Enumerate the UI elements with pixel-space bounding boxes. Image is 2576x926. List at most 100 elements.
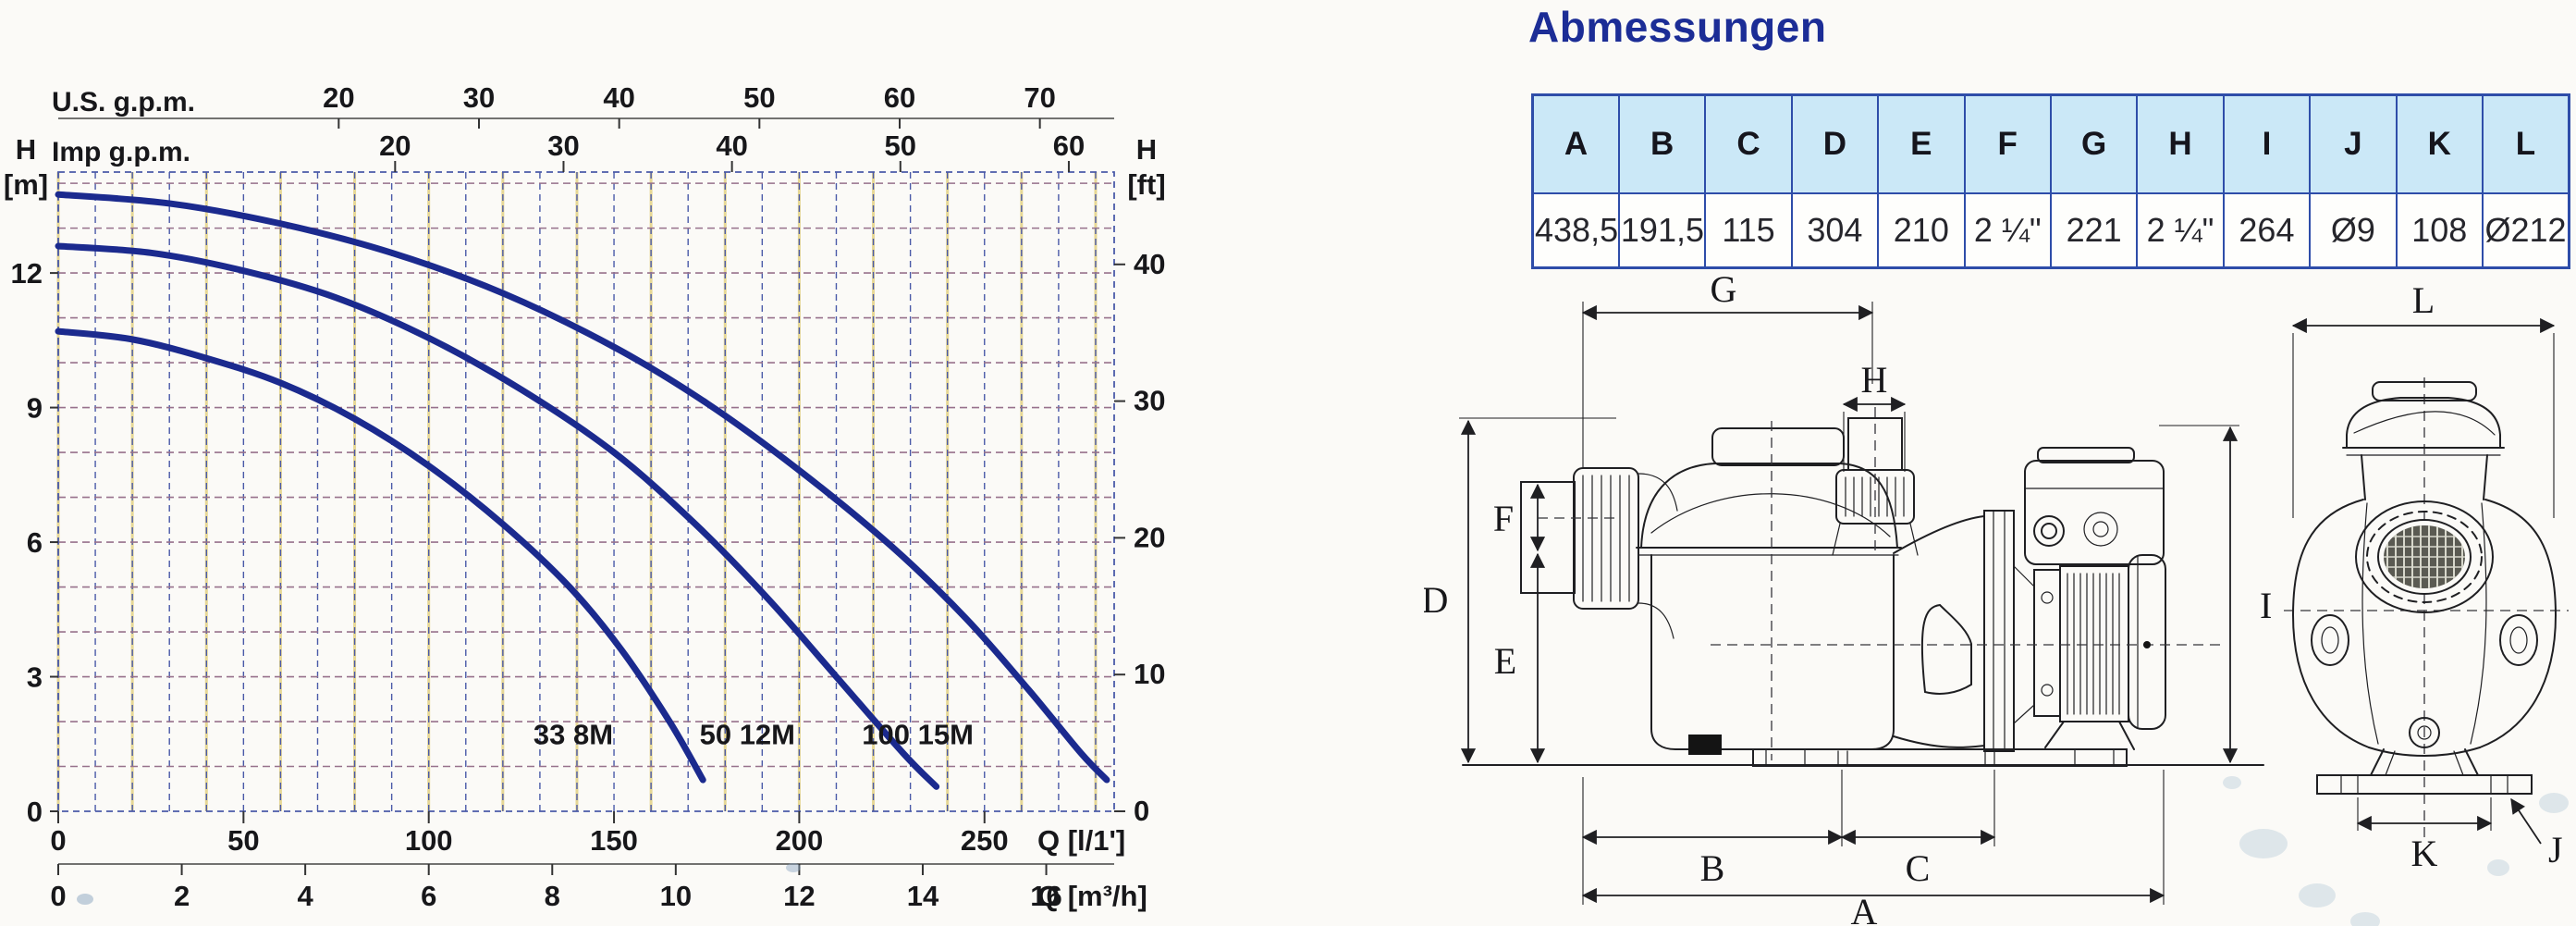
pump-curve-100-15m [55, 191, 1110, 784]
dim-column-header: K [2395, 93, 2484, 194]
base-plate [1752, 721, 2135, 767]
plot-border [57, 171, 1115, 812]
imp-gpm-tick-label: 60 [1053, 130, 1085, 162]
dim-label-h: H [1861, 359, 1888, 401]
dim-column-header: D [1790, 93, 1880, 194]
section-title: Abmessungen [1528, 3, 1827, 51]
dim-value-cell: 115 [1704, 192, 1793, 269]
side-view-drawing: D F E G H I B C A [1424, 268, 2272, 926]
q-lmin-tick-label: 100 [405, 824, 453, 857]
dim-column-header: I [2222, 93, 2312, 194]
h-ft-tick-label: 10 [1134, 658, 1165, 690]
dim-column-header: J [2309, 93, 2398, 194]
pump-dimension-drawings: D F E G H I B C A [1424, 268, 2569, 926]
h-ft-tick-label: 40 [1134, 248, 1165, 280]
h-m-tick-label: 3 [27, 661, 43, 694]
curve-label: 33 8M [534, 718, 613, 750]
dimensions-table-value-row: 438,5 191,5 115 304 210 2 ¼" 221 2 ¼" 264 Ø9 108 Ø2… [1531, 192, 2570, 269]
h-ft-tick-label: 30 [1134, 385, 1165, 417]
imp-gpm-tick-label: 50 [885, 130, 916, 162]
q-lmin-axis-title: Q [l/1'] [1037, 824, 1125, 857]
discharge-union [1832, 407, 1919, 556]
dim-label-g: G [1711, 268, 1737, 310]
us-gpm-tick-label: 40 [603, 81, 634, 114]
dim-column-header: C [1704, 93, 1793, 194]
h-m-tick-label: 6 [27, 526, 43, 559]
dim-column-header: F [1963, 93, 2052, 194]
dim-label-j: J [2548, 829, 2563, 870]
handle-cutout [1920, 603, 1972, 695]
q-lmin-tick-label: 150 [590, 824, 638, 857]
imp-gpm-tick-label: 30 [547, 130, 579, 162]
front-view-drawing: L K J [2284, 279, 2569, 874]
dim-value-cell: 304 [1790, 192, 1880, 269]
dim-value-cell: 2 ¼" [2136, 192, 2225, 269]
h-ft-axis-title: H [1136, 133, 1157, 166]
front-drain [2409, 717, 2440, 748]
scan-speck [77, 894, 93, 905]
h-ft-axis-unit: [ft] [1127, 168, 1165, 201]
q-lmin-tick-label: 250 [961, 824, 1009, 857]
dim-value-cell: 264 [2222, 192, 2312, 269]
q-lmin-tick-label: 200 [776, 824, 824, 857]
q-m3h-axis-title: Q [m³/h] [1037, 880, 1147, 912]
q-m3h-tick-label: 14 [907, 880, 939, 912]
pump-curve-33-8m [55, 327, 706, 784]
us-gpm-tick-label: 70 [1024, 81, 1055, 114]
strainer-window [2355, 500, 2494, 613]
dim-column-header: A [1531, 93, 1620, 194]
q-m3h-tick-label: 0 [50, 880, 66, 912]
imp-gpm-axis-title: Imp g.p.m. [52, 137, 190, 167]
q-m3h-tick-label: 6 [421, 880, 436, 912]
q-m3h-tick-label: 10 [660, 880, 692, 912]
h-ft-tick-label: 0 [1134, 795, 1149, 827]
dim-label-i: I [2260, 585, 2272, 626]
curve-label: 100 15M [862, 718, 974, 750]
dim-label-k: K [2411, 833, 2438, 874]
dim-column-header: L [2481, 93, 2570, 194]
motor [1711, 554, 2221, 730]
us-gpm-tick-label: 60 [884, 81, 915, 114]
q-m3h-tick-label: 16 [1030, 880, 1061, 912]
us-gpm-axis-title: U.S. g.p.m. [52, 87, 195, 117]
q-m3h-tick-label: 8 [545, 880, 560, 912]
strainer-pot [1636, 421, 1902, 760]
dim-label-l: L [2412, 279, 2435, 321]
dim-value-cell: Ø9 [2309, 192, 2398, 269]
terminal-box [2024, 447, 2165, 565]
h-ft-tick-label: 20 [1134, 521, 1165, 553]
q-m3h-tick-label: 12 [783, 880, 815, 912]
scan-speck [786, 863, 801, 872]
dim-value-cell: 108 [2395, 192, 2484, 269]
us-gpm-tick-label: 50 [743, 81, 775, 114]
dim-column-header: B [1617, 93, 1707, 194]
dim-label-c: C [1906, 847, 1931, 889]
dim-label-f: F [1493, 498, 1514, 539]
us-gpm-tick-label: 20 [323, 81, 354, 114]
h-m-axis-title: H [16, 133, 36, 166]
q-lmin-tick-label: 0 [50, 824, 66, 857]
h-m-tick-label: 9 [27, 392, 43, 425]
front-body [2291, 499, 2558, 757]
dim-value-cell: 221 [2049, 192, 2139, 269]
curve-label: 50 12M [700, 718, 795, 750]
dim-column-header: G [2049, 93, 2139, 194]
h-m-tick-label: 12 [11, 257, 43, 290]
h-m-axis-unit: [m] [4, 168, 48, 201]
h-m-tick-label: 0 [27, 796, 43, 828]
imp-gpm-tick-label: 20 [379, 130, 411, 162]
dim-label-a: A [1851, 891, 1878, 926]
front-lid [2342, 381, 2505, 500]
drain-plug [1688, 735, 1722, 755]
dim-label-e: E [1494, 640, 1516, 682]
dim-value-cell: 191,5 [1617, 192, 1707, 269]
imp-gpm-tick-label: 40 [716, 130, 747, 162]
front-base [2316, 748, 2533, 795]
watermark-stains [2223, 776, 2569, 926]
q-m3h-tick-label: 4 [298, 880, 314, 912]
dim-value-cell: Ø212 [2481, 192, 2570, 269]
inlet-union [1520, 467, 1678, 639]
